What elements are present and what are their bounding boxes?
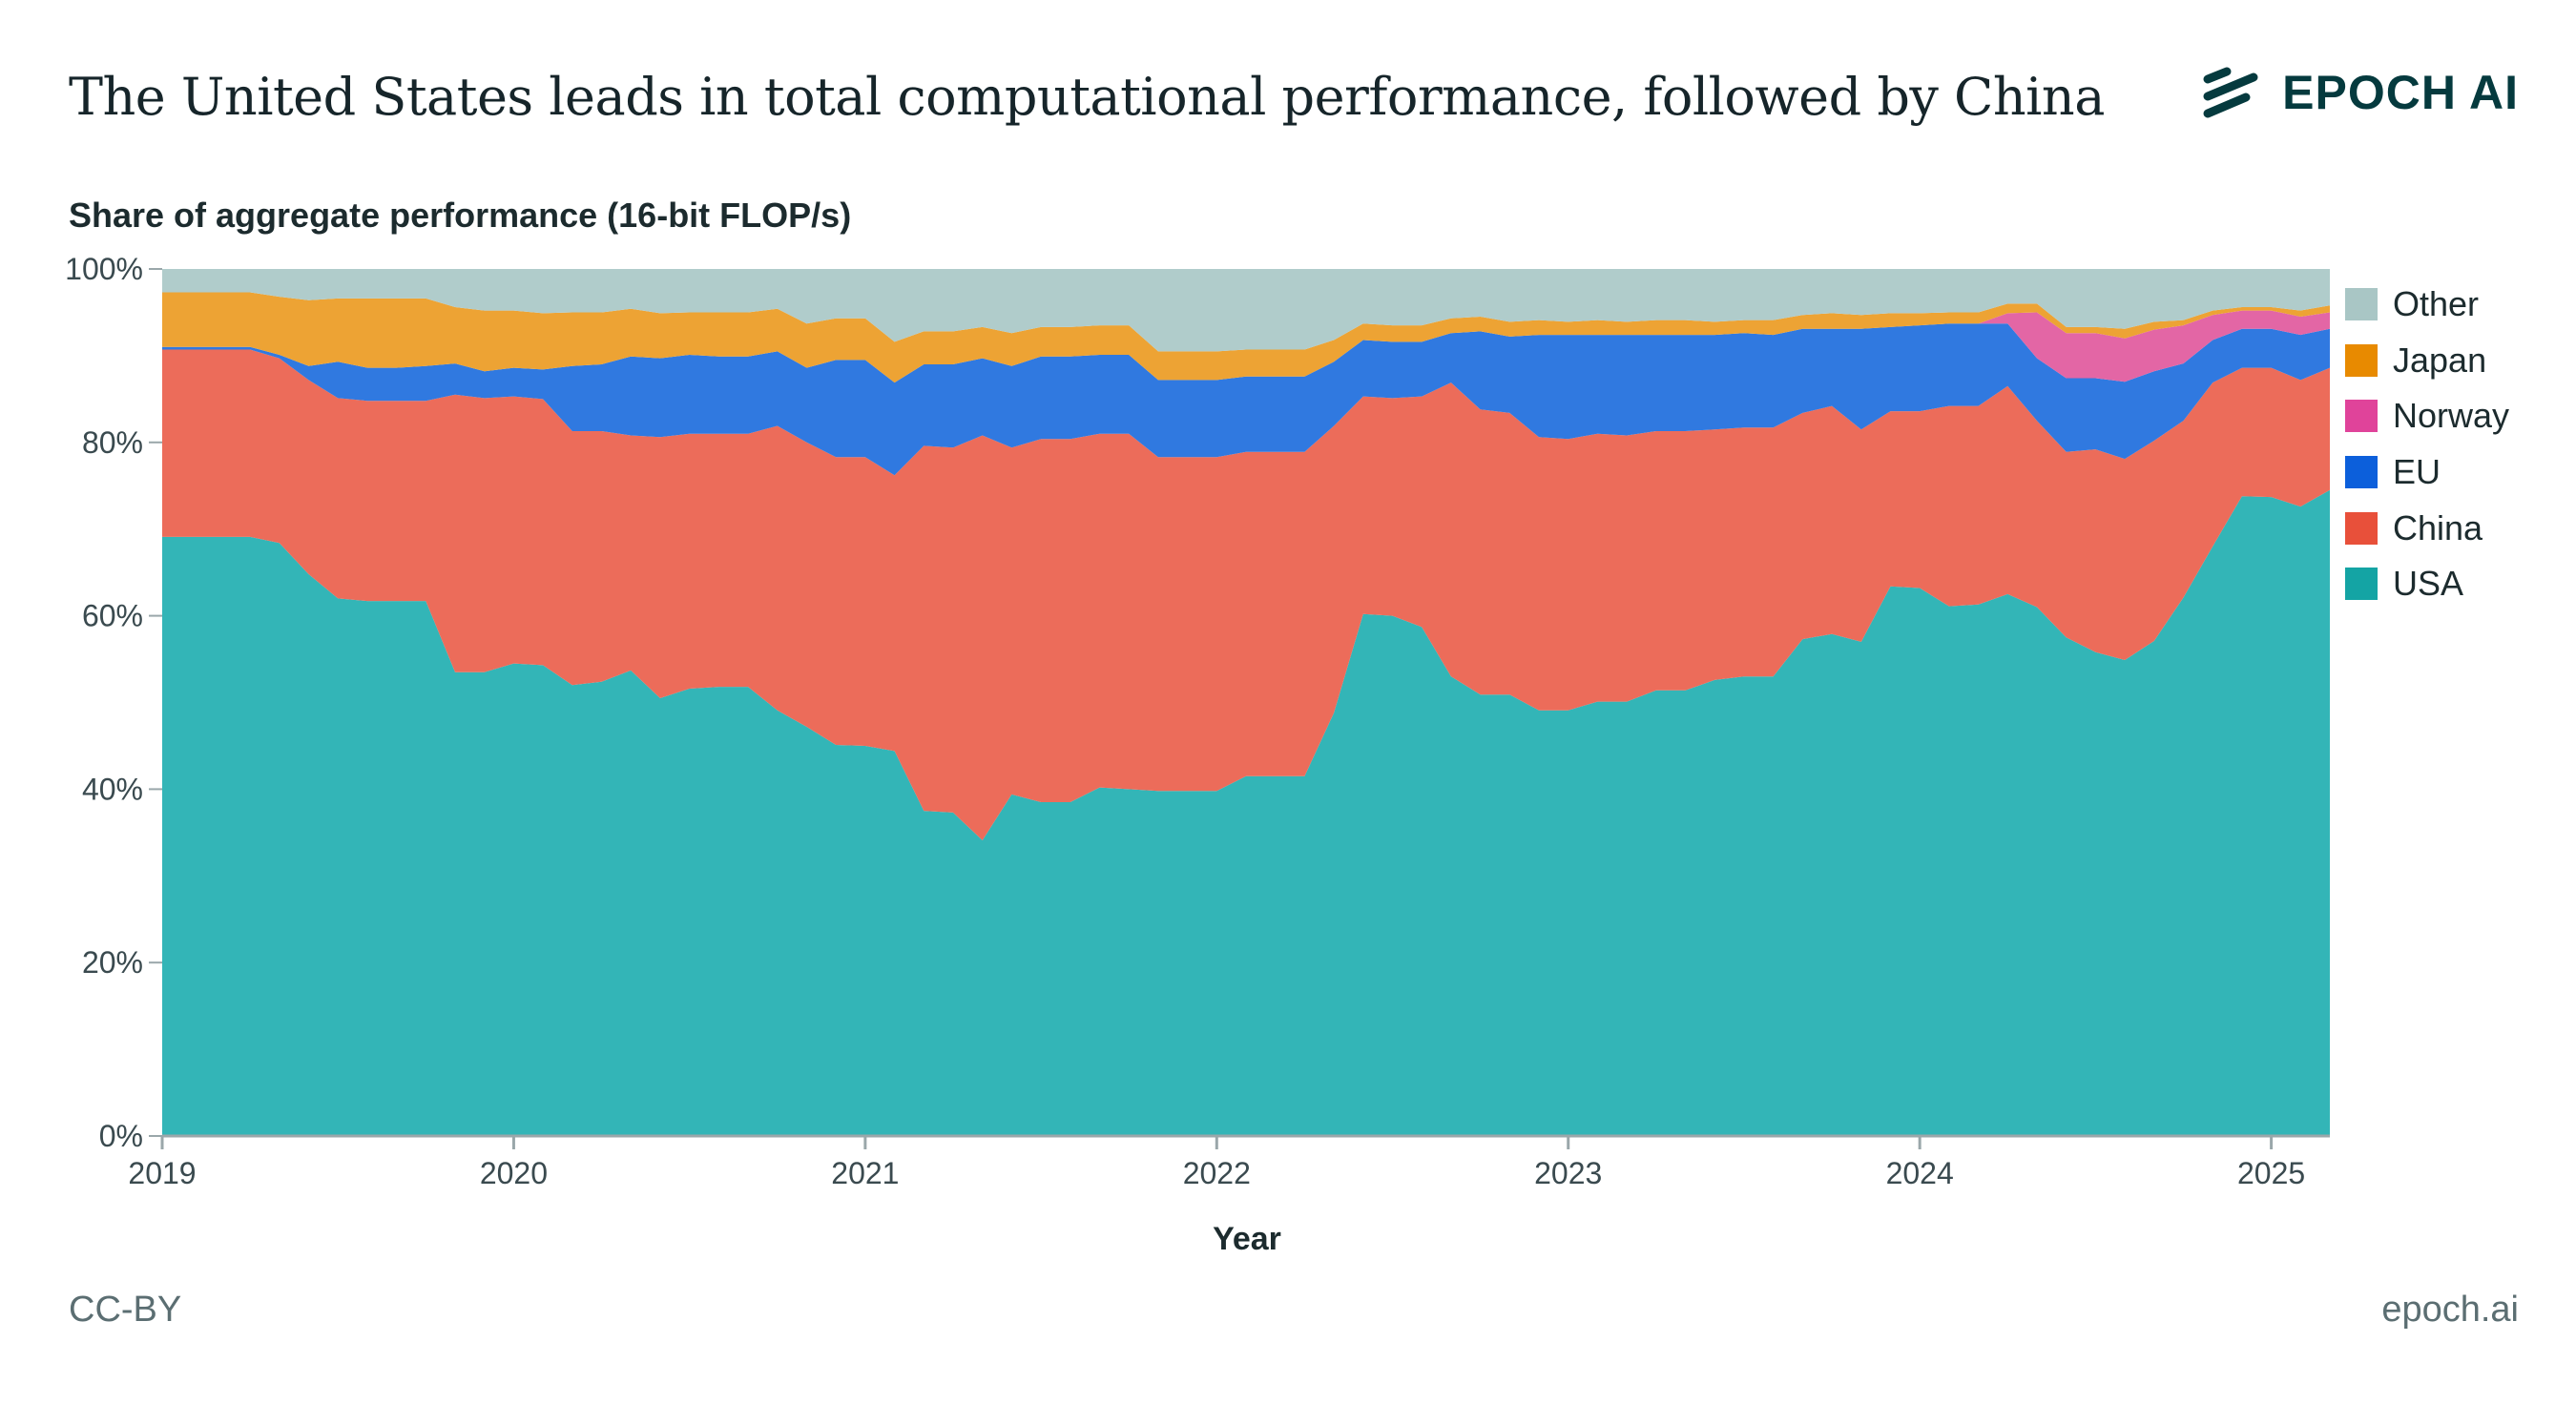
logo-text: EPOCH AI: [2282, 66, 2519, 119]
y-tick-label: 20%: [82, 945, 143, 980]
y-tick-label: 100%: [65, 252, 143, 286]
legend-swatch: [2345, 288, 2378, 321]
chart-title: The United States leads in total computa…: [69, 67, 2105, 127]
legend-swatch: [2345, 343, 2378, 377]
x-axis: 2019 2020 2021 2022 2023 2024 2025: [128, 1134, 2330, 1190]
x-axis-title: Year: [1213, 1221, 1281, 1257]
legend-item-norway[interactable]: Norway: [2345, 388, 2509, 444]
legend-label: Norway: [2393, 396, 2510, 436]
x-tick-label: 2024: [1886, 1156, 1954, 1190]
site-link[interactable]: epoch.ai: [2381, 1290, 2519, 1330]
y-tick-label: 40%: [82, 772, 143, 806]
area-china: [162, 349, 2330, 840]
area-other: [162, 269, 2330, 352]
area-norway: [162, 310, 2330, 383]
legend-label: USA: [2393, 564, 2464, 604]
x-tick-label: 2020: [480, 1156, 548, 1190]
legend-label: Japan: [2393, 340, 2487, 380]
x-tick-label: 2019: [128, 1156, 196, 1190]
y-tick-label: 80%: [82, 425, 143, 460]
y-tick-label: 60%: [82, 599, 143, 633]
epoch-logo: EPOCH AI: [2202, 65, 2519, 120]
area-eu: [162, 323, 2330, 476]
legend-swatch: [2345, 456, 2378, 489]
legend-item-other[interactable]: Other: [2345, 277, 2509, 333]
x-tick-label: 2022: [1183, 1156, 1251, 1190]
legend-swatch: [2345, 400, 2378, 433]
y-axis: 0% 20% 40% 60% 80% 100%: [65, 252, 162, 1153]
legend-label: Other: [2393, 284, 2480, 324]
legend-label: China: [2393, 507, 2483, 547]
area-usa: [162, 489, 2330, 1136]
areas: [162, 269, 2330, 1136]
legend-swatch: [2345, 568, 2378, 601]
y-axis-title: Share of aggregate performance (16-bit F…: [69, 196, 852, 235]
legend-item-eu[interactable]: EU: [2345, 444, 2509, 501]
legend: Other Japan Norway EU China USA: [2345, 277, 2509, 612]
area-japan: [162, 292, 2330, 383]
epoch-logo-icon: [2203, 67, 2258, 118]
x-tick-label: 2025: [2237, 1156, 2305, 1190]
legend-item-japan[interactable]: Japan: [2345, 333, 2509, 389]
x-tick-label: 2021: [831, 1156, 899, 1190]
y-tick-label: 0%: [99, 1119, 143, 1153]
legend-item-china[interactable]: China: [2345, 500, 2509, 556]
legend-label: EU: [2393, 452, 2441, 492]
legend-swatch: [2345, 511, 2378, 545]
license-label: CC-BY: [69, 1290, 182, 1330]
legend-item-usa[interactable]: USA: [2345, 556, 2509, 612]
x-tick-label: 2023: [1534, 1156, 1602, 1190]
